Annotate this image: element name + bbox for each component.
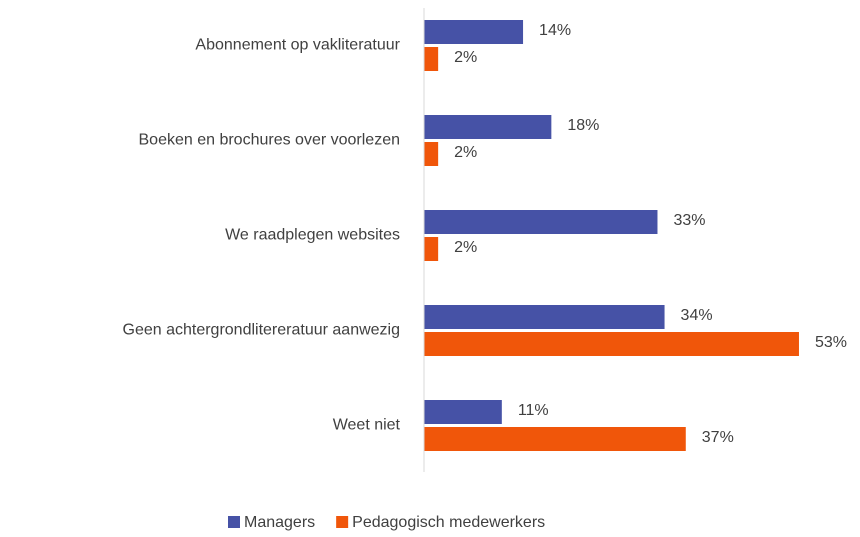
legend-label: Managers [244,514,315,531]
value-label: 2% [454,49,477,66]
bar [424,210,658,234]
value-label: 34% [681,307,713,324]
value-label: 2% [454,239,477,256]
bar [424,115,552,139]
bar [424,237,439,261]
category-label: Abonnement op vakliteratuur [195,37,400,54]
value-label: 53% [815,334,847,351]
bar [424,427,686,451]
value-label: 11% [518,402,549,419]
bar [424,142,439,166]
value-label: 37% [702,429,734,446]
bar [424,332,799,356]
bar [424,305,665,329]
bar [424,20,524,44]
category-label: We raadplegen websites [225,227,400,244]
category-label: Weet niet [333,417,401,434]
bar [424,400,502,424]
category-label: Boeken en brochures over voorlezen [139,132,401,149]
legend-swatch [336,516,349,528]
legend-swatch [228,516,240,528]
legend-label: Pedagogisch medewerkers [352,514,545,531]
category-label: Geen achtergrondlitereratuur aanwezig [123,322,401,339]
value-label: 2% [454,144,477,161]
value-label: 18% [567,117,599,134]
value-label: 33% [673,212,705,229]
value-label: 14% [539,22,571,39]
bar [424,47,439,71]
